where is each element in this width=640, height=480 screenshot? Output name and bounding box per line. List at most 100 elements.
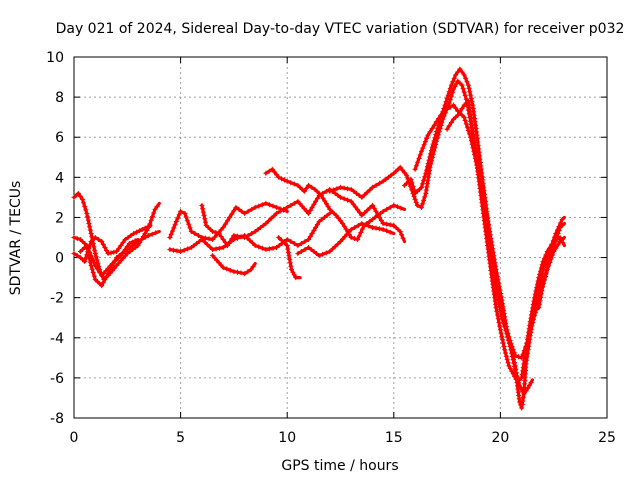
plus-marker [444, 106, 450, 112]
plus-marker [502, 347, 508, 353]
plus-marker [383, 176, 389, 182]
plus-marker [559, 223, 565, 228]
plus-marker [213, 230, 219, 235]
plus-marker [340, 236, 346, 242]
plus-marker [217, 245, 223, 251]
plus-marker [288, 263, 294, 269]
series-layer [71, 66, 566, 411]
plus-marker [435, 125, 441, 131]
plus-marker [432, 135, 438, 141]
plus-marker [521, 348, 527, 354]
plus-marker [114, 263, 120, 269]
plus-marker [271, 213, 277, 219]
plus-marker [227, 267, 233, 273]
plus-marker [539, 288, 545, 293]
plus-marker [291, 181, 297, 187]
plus-marker [309, 231, 315, 236]
plus-marker [459, 82, 465, 88]
plus-marker [427, 129, 433, 135]
plus-marker [455, 112, 461, 118]
plus-marker [554, 234, 560, 239]
plus-marker [131, 231, 137, 236]
plus-marker [225, 243, 230, 248]
plus-marker [350, 201, 356, 207]
plus-marker [408, 176, 414, 182]
plus-marker [460, 86, 466, 92]
plus-marker [415, 159, 421, 165]
plus-marker [358, 230, 364, 235]
plus-marker [447, 104, 453, 110]
plus-marker [148, 217, 154, 223]
plus-marker [552, 240, 558, 246]
plus-marker [514, 373, 520, 379]
plus-marker [467, 89, 473, 95]
plus-marker [442, 102, 448, 108]
plus-marker [355, 237, 361, 242]
plus-marker [320, 195, 326, 201]
plus-marker [488, 249, 494, 255]
plus-marker [461, 72, 467, 78]
plus-marker [334, 186, 340, 192]
plus-marker [448, 93, 454, 99]
plus-marker [465, 82, 471, 88]
plus-marker [258, 225, 264, 230]
plus-marker [484, 221, 490, 227]
plus-marker [506, 363, 512, 369]
plus-marker [74, 236, 80, 241]
y-tick-label: 0 [55, 251, 64, 267]
plus-marker [504, 327, 510, 333]
plus-marker [416, 156, 422, 161]
plus-marker [97, 269, 103, 275]
plus-marker [332, 190, 338, 196]
plus-marker [477, 176, 483, 182]
plus-marker [182, 210, 188, 216]
plus-marker [402, 170, 407, 176]
plus-marker [384, 221, 390, 227]
plus-marker [509, 344, 515, 350]
plus-marker [120, 255, 126, 261]
plus-marker [516, 354, 521, 360]
plus-marker [446, 123, 452, 129]
plus-marker [463, 75, 469, 81]
plus-marker [112, 258, 118, 264]
x-tick-label: 0 [70, 430, 79, 446]
plus-marker [274, 245, 279, 250]
plus-marker [483, 214, 488, 220]
plus-marker [203, 219, 208, 225]
plus-marker [151, 210, 157, 216]
plus-marker [452, 83, 458, 89]
plus-marker [242, 271, 248, 277]
plus-marker [84, 243, 90, 248]
plus-marker [290, 269, 296, 275]
plus-marker [274, 172, 279, 178]
plus-marker [80, 196, 85, 202]
plus-marker [555, 231, 561, 236]
plus-marker [289, 267, 294, 273]
plus-marker [414, 202, 420, 208]
plus-marker [288, 180, 294, 186]
plus-marker [330, 246, 335, 252]
plus-marker [167, 235, 173, 240]
plus-marker [92, 247, 98, 253]
plus-marker [132, 238, 138, 244]
plus-marker [252, 204, 258, 210]
plus-marker [345, 197, 351, 203]
x-axis-label: GPS time / hours [281, 458, 398, 474]
plus-marker [394, 204, 400, 210]
plus-marker [434, 129, 440, 134]
y-tick-label: 6 [55, 130, 64, 146]
plus-marker [338, 184, 343, 190]
plus-marker [545, 261, 551, 267]
plus-marker [548, 254, 553, 260]
plus-marker [399, 167, 405, 173]
plus-marker [461, 114, 467, 120]
plus-marker [501, 317, 507, 323]
plus-marker [528, 380, 534, 386]
plus-marker [498, 303, 504, 309]
plus-marker [335, 215, 341, 221]
plus-marker [359, 194, 365, 200]
plus-marker [559, 216, 565, 222]
plus-marker [71, 251, 77, 256]
plus-marker [276, 174, 282, 180]
plus-marker [322, 198, 328, 204]
